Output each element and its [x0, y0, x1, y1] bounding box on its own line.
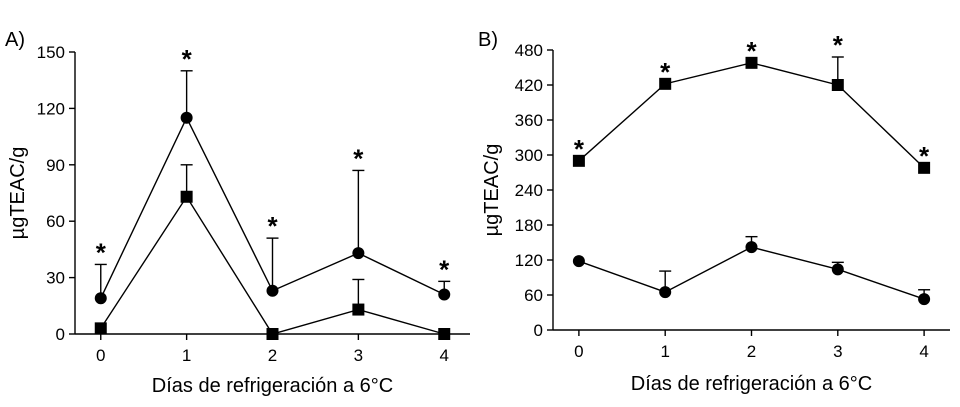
y-tick-label: 300	[515, 146, 543, 165]
series-line	[578, 62, 925, 169]
significance-asterisk: *	[833, 30, 844, 60]
series-circle	[572, 235, 931, 306]
data-point-square	[831, 79, 844, 91]
data-point-square	[266, 328, 279, 340]
x-tick-label: 2	[268, 346, 277, 365]
significance-asterisk: *	[919, 141, 930, 171]
series-square	[572, 56, 931, 174]
x-tick-label: 0	[96, 346, 105, 365]
y-tick-label: 60	[524, 286, 543, 305]
significance-asterisk: *	[353, 143, 364, 173]
data-point-circle	[745, 241, 758, 254]
y-axis-label: µgTEAC/g	[7, 147, 29, 240]
data-point-square	[438, 328, 451, 340]
y-tick-label: 360	[515, 111, 543, 130]
data-point-square	[180, 190, 193, 203]
x-tick-label: 1	[182, 346, 191, 365]
x-tick-label: 4	[440, 346, 449, 365]
data-point-square	[572, 154, 585, 167]
data-point-circle	[94, 292, 107, 305]
y-tick-label: 90	[46, 156, 65, 175]
x-tick-label: 0	[574, 342, 583, 361]
panel-a: A) 0 30 60 90 120 150 0 1 2 3 4 Días de refrigeració…	[5, 29, 470, 397]
data-point-square	[659, 77, 672, 90]
series-line	[578, 246, 925, 300]
data-point-circle	[831, 263, 844, 276]
data-point-circle	[180, 111, 193, 124]
series-square	[94, 164, 451, 340]
panel-b: B) 0 60 120 180 240 300 360 420 480 0 1 2 3 4 Días de r…	[478, 29, 950, 395]
data-point-circle	[438, 288, 451, 301]
data-point-square	[918, 161, 931, 174]
y-tick-label: 0	[56, 325, 65, 344]
y-tick-label: 0	[534, 321, 543, 340]
y-axis-label: µgTEAC/g	[481, 144, 503, 237]
y-tick-label: 120	[37, 99, 65, 118]
significance-asterisk: *	[267, 211, 278, 241]
significance-asterisk: *	[182, 44, 193, 74]
data-point-square	[94, 322, 107, 335]
y-tick-label: 240	[515, 181, 543, 200]
x-tick-label: 4	[919, 342, 928, 361]
x-tick-label: 3	[833, 342, 842, 361]
x-axis-label: Días de refrigeración a 6°C	[152, 375, 393, 397]
data-point-circle	[918, 293, 931, 306]
panel-label: B)	[478, 29, 498, 51]
y-tick-label: 30	[46, 269, 65, 288]
data-point-circle	[352, 247, 365, 260]
data-point-circle	[266, 284, 279, 297]
panel-label: A)	[5, 29, 25, 51]
significance-asterisk: *	[439, 254, 450, 284]
y-tick-label: 150	[37, 43, 65, 62]
series-circle	[94, 70, 451, 305]
data-point-square	[352, 303, 365, 316]
significance-asterisk: *	[96, 237, 107, 267]
significance-asterisk: *	[574, 134, 585, 164]
significance-asterisk: *	[660, 57, 671, 87]
y-tick-label: 420	[515, 76, 543, 95]
y-tick-label: 480	[515, 41, 543, 60]
data-point-circle	[659, 286, 672, 299]
y-tick-label: 60	[46, 212, 65, 231]
y-tick-label: 180	[515, 216, 543, 235]
significance-asterisk: *	[746, 36, 757, 66]
x-tick-label: 2	[747, 342, 756, 361]
x-tick-label: 1	[660, 342, 669, 361]
x-tick-label: 3	[354, 346, 363, 365]
data-point-square	[745, 56, 758, 69]
x-axis-label: Días de refrigeración a 6°C	[631, 373, 872, 395]
data-point-circle	[572, 255, 585, 268]
y-tick-label: 120	[515, 251, 543, 270]
